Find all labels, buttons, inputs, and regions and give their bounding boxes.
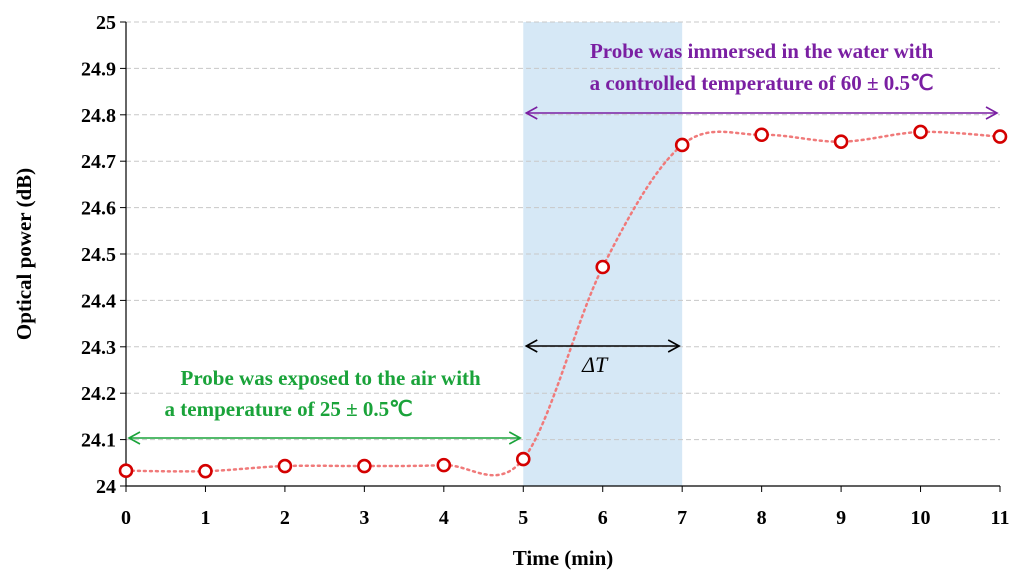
data-point (754, 127, 769, 143)
x-tick-label: 3 (359, 507, 369, 529)
y-tick-label: 24.9 (81, 58, 116, 80)
x-tick-label: 6 (598, 507, 608, 529)
y-tick-label: 24.7 (81, 151, 116, 173)
data-point (436, 457, 452, 473)
y-tick-label: 25 (96, 12, 116, 34)
annotation-air-line2: a temperature of 25 ± 0.5℃ (165, 397, 413, 421)
y-tick-label: 24.3 (81, 337, 116, 359)
water-period-arrow (524, 106, 999, 120)
data-point (992, 129, 1008, 144)
y-tick-label: 24.6 (81, 198, 116, 220)
series-points (118, 124, 1008, 479)
data-point (913, 124, 928, 140)
x-tick-label: 2 (280, 507, 290, 529)
data-point (277, 458, 293, 474)
x-axis-title: Time (min) (513, 546, 614, 570)
x-axis-ticks: 0 1 2 3 4 5 6 7 8 9 10 11 (121, 486, 1009, 529)
y-axis-ticks: 24 24.1 24.2 24.3 24.4 24.5 24.6 24.7 24.8 24.9 25 (81, 12, 126, 498)
y-tick-label: 24.4 (81, 290, 116, 312)
data-point (833, 134, 849, 150)
data-point (595, 259, 611, 275)
x-tick-label: 10 (911, 507, 931, 529)
x-tick-label: 7 (677, 507, 687, 529)
x-tick-label: 11 (991, 507, 1010, 529)
data-point (674, 137, 690, 153)
annotation-air-line1: Probe was exposed to the air with (181, 366, 482, 390)
x-tick-label: 0 (121, 507, 131, 529)
y-tick-label: 24.5 (81, 244, 116, 266)
y-axis-title: Optical power (dB) (12, 168, 36, 340)
data-point (357, 458, 372, 474)
delta-t-arrow (524, 339, 681, 353)
data-point (515, 451, 531, 467)
annotation-delta-t: ΔT (581, 352, 609, 377)
y-tick-label: 24.2 (81, 383, 116, 405)
data-point (118, 463, 134, 478)
x-tick-label: 5 (518, 507, 528, 529)
data-point (198, 463, 213, 479)
y-tick-label: 24.1 (81, 430, 116, 452)
air-period-arrow (127, 431, 522, 445)
x-tick-label: 8 (757, 507, 767, 529)
x-tick-label: 1 (200, 507, 210, 529)
x-tick-label: 9 (836, 507, 846, 529)
x-tick-label: 4 (439, 507, 449, 529)
annotation-water-line1: Probe was immersed in the water with (590, 39, 934, 63)
annotation-arrows (127, 106, 999, 445)
annotation-water-line2: a controlled temperature of 60 ± 0.5℃ (590, 71, 934, 95)
y-tick-label: 24 (96, 476, 116, 498)
y-tick-label: 24.8 (81, 105, 116, 127)
